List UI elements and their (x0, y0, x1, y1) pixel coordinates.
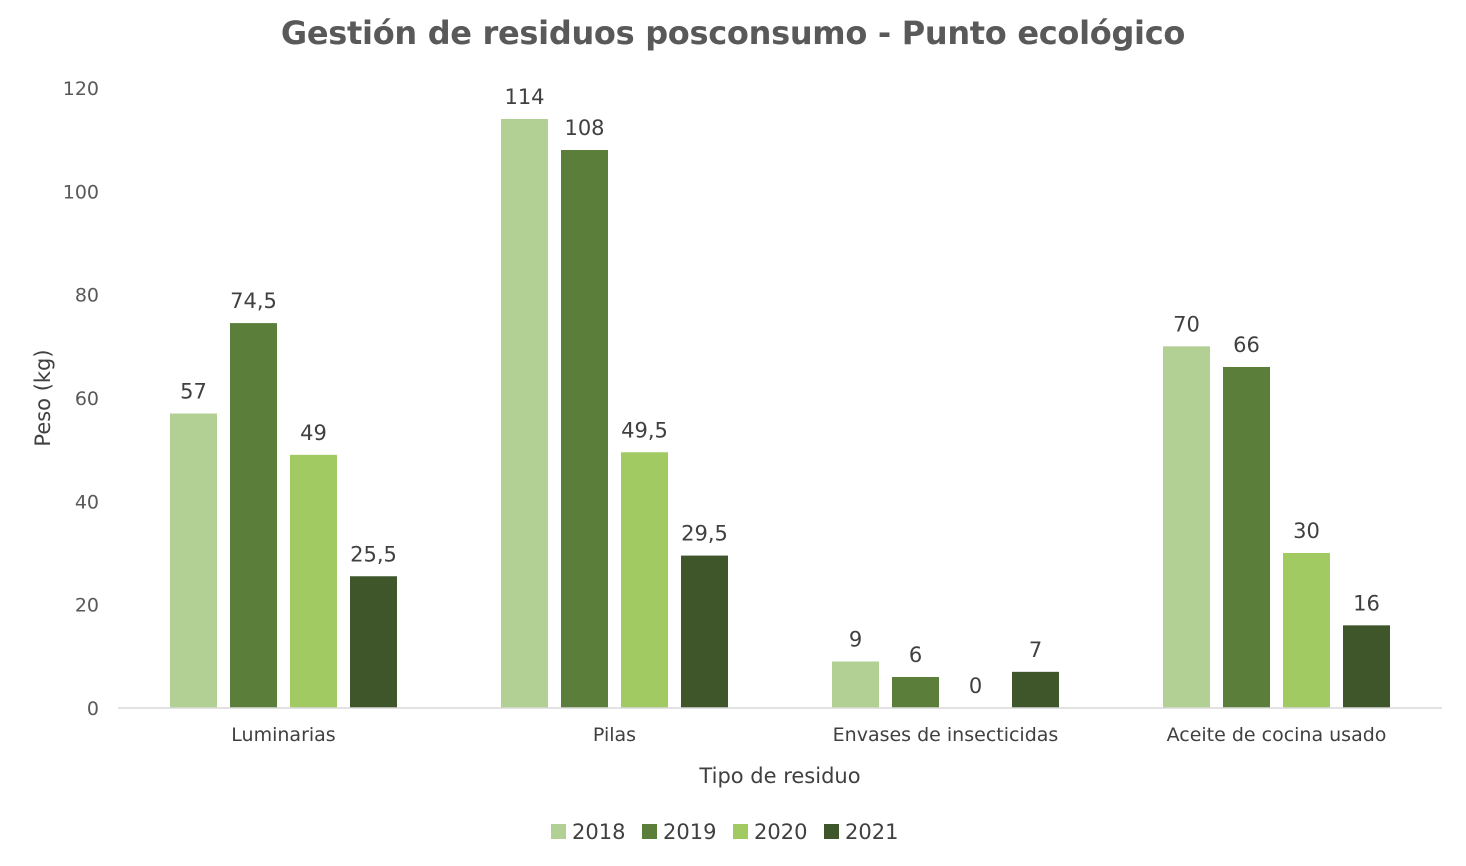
y-axis-title: Peso (kg) (31, 349, 55, 446)
legend-swatch-2020 (733, 824, 748, 839)
y-tick-label: 0 (87, 698, 99, 720)
legend-label: 2021 (845, 820, 898, 844)
legend-swatch-2021 (824, 824, 839, 839)
y-tick-label: 120 (63, 78, 99, 100)
data-label: 9 (849, 628, 862, 652)
data-label: 70 (1173, 312, 1200, 336)
bar-2021 (681, 555, 728, 708)
chart-title: Gestión de residuos posconsumo - Punto e… (280, 14, 1186, 52)
x-category-label: Luminarias (231, 724, 335, 746)
y-axis-ticks: 0 20 40 60 80 100 120 (63, 78, 99, 720)
legend-swatch-2018 (551, 824, 566, 839)
x-category-label: Envases de insecticidas (833, 724, 1059, 746)
bar-2019 (561, 150, 608, 708)
x-axis-categories: Luminarias Pilas Envases de insecticidas Ac… (231, 724, 1386, 746)
data-label: 49,5 (621, 418, 668, 442)
data-label: 74,5 (230, 289, 277, 313)
x-category-label: Pilas (593, 724, 636, 746)
data-label: 66 (1233, 333, 1260, 357)
bar-2018 (501, 119, 548, 708)
bar-2019 (1223, 367, 1270, 708)
y-tick-label: 40 (75, 491, 99, 513)
bar-2021 (350, 576, 397, 708)
legend-label: 2018 (572, 820, 625, 844)
data-label: 29,5 (681, 522, 728, 546)
bar-2019 (892, 677, 939, 708)
bar-2021 (1012, 671, 1059, 708)
data-label: 57 (180, 380, 207, 404)
bar-2018 (170, 413, 217, 708)
legend-label: 2019 (663, 820, 716, 844)
x-category-label: Aceite de cocina usado (1167, 724, 1387, 746)
x-axis-title: Tipo de residuo (698, 764, 860, 788)
data-label: 25,5 (350, 542, 397, 566)
legend-swatch-2019 (642, 824, 657, 839)
data-label: 7 (1029, 638, 1042, 662)
data-label: 0 (969, 674, 982, 698)
bar-2018 (1163, 346, 1210, 708)
y-tick-label: 100 (63, 181, 99, 203)
bar-2018 (832, 661, 879, 708)
data-label: 30 (1293, 519, 1320, 543)
data-label: 49 (300, 421, 327, 445)
data-label: 108 (564, 116, 604, 140)
data-label: 114 (504, 85, 544, 109)
data-label: 6 (909, 643, 922, 667)
legend: 2018 2019 2020 2021 (551, 820, 898, 844)
y-tick-label: 80 (75, 285, 99, 307)
data-label: 16 (1353, 591, 1380, 615)
bar-2020 (621, 452, 668, 708)
bars (170, 119, 1390, 708)
bar-2021 (1343, 625, 1390, 708)
legend-label: 2020 (754, 820, 807, 844)
bar-2020 (1283, 553, 1330, 708)
y-tick-label: 60 (75, 388, 99, 410)
bar-2019 (230, 323, 277, 708)
y-tick-label: 20 (75, 595, 99, 617)
bar-2020 (290, 454, 337, 708)
data-labels: 57 74,5 49 25,5 114 108 49,5 29,5 9 6 0 7 70 66 30 16 (180, 85, 1380, 698)
